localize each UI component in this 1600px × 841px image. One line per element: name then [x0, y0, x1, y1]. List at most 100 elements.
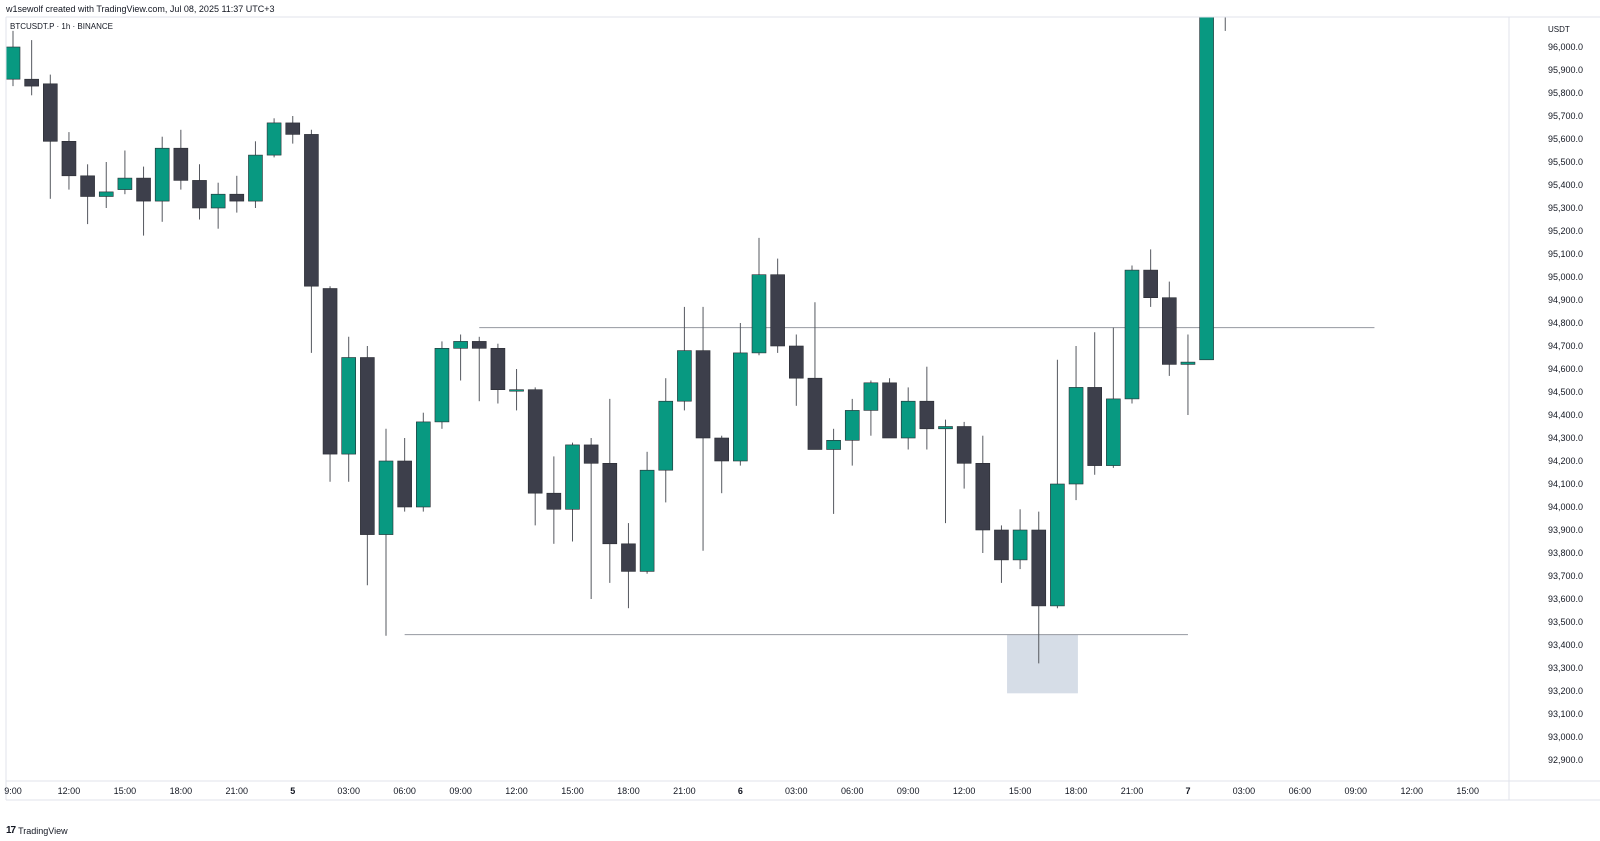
candle	[900, 387, 916, 450]
candle	[1199, 17, 1214, 361]
candle	[471, 336, 487, 402]
candle-body-down	[1087, 387, 1102, 466]
candle	[639, 451, 655, 574]
candle	[956, 421, 972, 489]
candle	[98, 162, 114, 208]
candle	[975, 435, 991, 553]
candle-body-down	[975, 462, 991, 531]
price-tick-label: 95,900.0	[1548, 65, 1583, 75]
price-tick-label: 96,000.0	[1548, 42, 1583, 52]
candle-body-up	[658, 400, 674, 471]
time-tick-label: 06:00	[841, 786, 864, 796]
candle-body-down	[956, 426, 972, 464]
time-tick-label: 21:00	[673, 786, 696, 796]
candle-body-down	[602, 462, 618, 545]
candle-body-down	[695, 350, 711, 439]
candle-body-up	[434, 347, 450, 423]
candle	[453, 334, 468, 381]
price-tick-label: 93,400.0	[1548, 640, 1583, 650]
candle	[994, 525, 1009, 583]
candle	[360, 346, 375, 586]
price-tick-label: 95,500.0	[1548, 157, 1583, 167]
candle-body-down	[397, 460, 412, 508]
candle	[1124, 265, 1140, 404]
candle-body-down	[882, 382, 897, 439]
price-tick-label: 93,600.0	[1548, 594, 1583, 604]
candle-body-down	[994, 529, 1009, 561]
time-tick-label: 6	[738, 786, 743, 796]
candle	[6, 30, 21, 87]
candle	[61, 132, 77, 190]
candle-body-down	[229, 193, 245, 202]
candle	[415, 412, 431, 512]
candle-body-up	[154, 147, 170, 202]
time-tick-label: 5	[290, 786, 295, 796]
candle-body-up	[565, 444, 580, 510]
price-tick-label: 92,900.0	[1548, 755, 1583, 765]
candle	[434, 341, 450, 429]
time-tick-label: 7	[1185, 786, 1190, 796]
time-tick-label: 12:00	[1400, 786, 1423, 796]
candle-body-up	[751, 274, 767, 354]
price-tick-label: 95,300.0	[1548, 203, 1583, 213]
tradingview-brand-text: TradingView	[18, 825, 68, 836]
price-tick-label: 94,000.0	[1548, 502, 1583, 512]
candle	[397, 438, 412, 512]
candle-body-up	[98, 191, 114, 197]
candle	[80, 164, 95, 225]
candles-layer	[6, 17, 1226, 664]
candle	[844, 398, 860, 466]
candle-body-up	[1199, 17, 1214, 361]
time-tick-label: 18:00	[1065, 786, 1088, 796]
candle	[938, 419, 953, 524]
candle-body-up	[248, 154, 263, 202]
candle	[695, 306, 711, 551]
candle	[248, 141, 263, 208]
time-tick-label: 21:00	[226, 786, 249, 796]
price-tick-label: 93,100.0	[1548, 709, 1583, 719]
candle-body-down	[1143, 269, 1158, 299]
time-tick-label: 9:00	[4, 786, 22, 796]
candle	[192, 164, 207, 220]
candle-body-up	[117, 177, 133, 190]
chart-attribution: w1sewolf created with TradingView.com, J…	[6, 4, 275, 14]
price-tick-label: 94,400.0	[1548, 410, 1583, 420]
time-tick-label: 12:00	[58, 786, 81, 796]
candle-body-down	[621, 543, 636, 572]
time-tick-label: 12:00	[505, 786, 528, 796]
candle	[826, 428, 841, 514]
candle-body-up	[844, 410, 860, 441]
candle	[602, 398, 618, 583]
candle-body-down	[304, 134, 319, 287]
price-tick-label: 94,700.0	[1548, 341, 1583, 351]
price-tick-label: 95,800.0	[1548, 88, 1583, 98]
candle-body-up	[1124, 269, 1140, 400]
currency-label: USDT	[1548, 25, 1570, 34]
candle-body-down	[1031, 529, 1047, 607]
price-tick-label: 93,300.0	[1548, 663, 1583, 673]
candle	[136, 166, 151, 236]
time-tick-label: 18:00	[170, 786, 193, 796]
candle-body-up	[509, 389, 524, 392]
candle-body-down	[80, 175, 95, 197]
tradingview-logo-icon: 17	[6, 825, 16, 836]
highlight-zone[interactable]	[1007, 634, 1078, 694]
candle	[770, 258, 785, 353]
candle	[509, 369, 524, 411]
candle	[751, 237, 767, 356]
candle	[882, 378, 897, 439]
candle	[1068, 346, 1084, 501]
tradingview-branding[interactable]: 17 TradingView	[6, 825, 68, 836]
candle	[1224, 17, 1226, 31]
price-tick-label: 94,500.0	[1548, 387, 1583, 397]
candle	[807, 302, 823, 450]
candle-body-down	[490, 347, 506, 390]
price-tick-label: 93,700.0	[1548, 571, 1583, 581]
candle-body-down	[136, 177, 151, 202]
candle	[546, 456, 562, 544]
price-tick-label: 95,000.0	[1548, 272, 1583, 282]
time-tick-label: 06:00	[393, 786, 416, 796]
candle	[266, 118, 282, 158]
candle	[1050, 359, 1065, 609]
